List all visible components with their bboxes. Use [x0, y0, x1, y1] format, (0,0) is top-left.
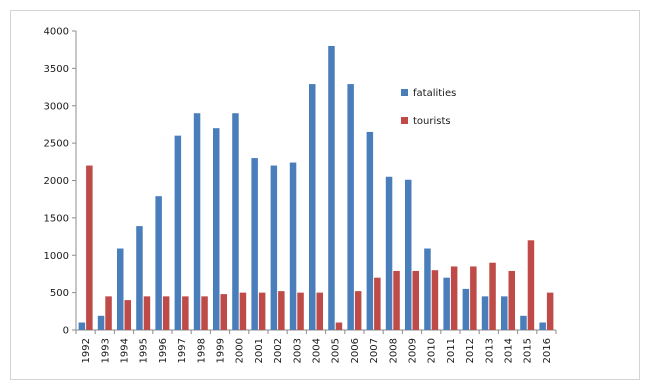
bar-tourists-1996 [162, 296, 170, 330]
bar-fatalities-1995 [136, 226, 143, 330]
x-tick-label: 1995 [139, 338, 150, 363]
bar-fatalities-1998 [193, 113, 201, 330]
x-tick-label: 2008 [388, 338, 399, 363]
y-tick-label: 3000 [44, 101, 69, 112]
x-tick-label: 2004 [312, 338, 323, 363]
bar-fatalities-2014 [501, 296, 508, 330]
bar-fatalities-1999 [213, 128, 220, 330]
bar-tourists-1995 [143, 296, 151, 330]
x-tick-label: 2006 [350, 338, 361, 363]
y-tick-label: 2500 [44, 139, 69, 150]
x-tick-label: 2005 [331, 338, 342, 363]
y-tick-label: 3500 [44, 64, 69, 75]
x-tick-label: 1996 [158, 338, 169, 363]
bar-tourists-2016 [546, 292, 554, 330]
bar-fatalities-1994 [117, 248, 124, 330]
x-tick-label: 2012 [465, 338, 476, 363]
bar-fatalities-2007 [366, 131, 374, 330]
x-tick-label: 2002 [273, 338, 284, 363]
legend-label-fatalities: fatalities [413, 88, 456, 99]
y-tick-label: 2000 [44, 176, 69, 187]
bar-tourists-2005 [335, 322, 343, 330]
y-tick-label: 0 [63, 326, 69, 337]
bar-fatalities-2013 [481, 296, 489, 330]
bar-tourists-1999 [220, 294, 227, 330]
bar-tourists-2000 [239, 292, 247, 330]
x-tick-label: 2010 [427, 338, 438, 363]
y-tick-label: 1000 [44, 251, 69, 262]
legend: fatalities tourists [401, 88, 456, 127]
bar-tourists-2004 [316, 292, 323, 330]
bar-tourists-2009 [412, 270, 419, 330]
x-axis: 1992 1993 1994 1995 1996 1997 1998 1999 2000 2001… [75, 329, 557, 363]
bar-tourists-2011 [450, 266, 458, 330]
x-tick-label: 1999 [216, 338, 227, 363]
bar-tourists-2013 [489, 262, 496, 330]
bar-tourists-1994 [124, 300, 131, 330]
y-axis: 0 500 1000 1500 2000 2500 3000 3500 4000 [44, 27, 77, 337]
y-tick-label: 4000 [44, 27, 69, 38]
x-tick-label: 2013 [484, 338, 495, 363]
legend-label-tourists: tourists [413, 116, 451, 127]
bar-tourists-2003 [297, 292, 304, 330]
legend-swatch-fatalities [401, 89, 408, 96]
bar-fatalities-1996 [155, 196, 162, 330]
bar-fatalities-1997 [174, 135, 182, 330]
legend-swatch-tourists [401, 117, 408, 124]
bar-tourists-2007 [374, 277, 381, 330]
bars [78, 45, 554, 330]
bar-fatalities-2003 [289, 162, 297, 330]
bar-fatalities-1992 [78, 322, 86, 330]
bar-fatalities-2009 [405, 179, 412, 330]
x-tick-label: 1993 [100, 338, 111, 363]
bar-tourists-1998 [201, 296, 208, 330]
bar-fatalities-2002 [270, 165, 278, 330]
bar-tourists-2002 [278, 291, 285, 330]
bar-fatalities-2011 [443, 277, 450, 330]
bar-fatalities-2015 [520, 315, 527, 330]
bar-fatalities-2000 [232, 113, 239, 330]
chart-frame: 0 500 1000 1500 2000 2500 3000 3500 4000 1992 199… [10, 10, 640, 380]
bar-tourists-2010 [431, 270, 439, 330]
bar-fatalities-2004 [309, 84, 316, 330]
x-tick-label: 2000 [235, 338, 246, 363]
x-tick-label: 1994 [120, 338, 131, 363]
x-tick-label: 2001 [254, 338, 265, 363]
bar-fatalities-1993 [97, 315, 105, 330]
x-tick-label: 1997 [177, 338, 188, 363]
bar-fatalities-2001 [251, 158, 258, 330]
bar-tourists-2014 [508, 270, 515, 330]
bar-fatalities-2012 [462, 288, 470, 330]
x-tick-label: 2014 [504, 338, 515, 363]
x-tick-label: 2011 [446, 338, 457, 363]
x-tick-label: 2007 [369, 338, 380, 363]
y-tick-label: 500 [50, 288, 69, 299]
x-tick-label: 2015 [523, 338, 534, 363]
bar-tourists-1997 [182, 296, 189, 330]
bar-tourists-1993 [105, 296, 112, 330]
bar-fatalities-2005 [328, 45, 335, 330]
x-tick-label: 2003 [292, 338, 303, 363]
bar-tourists-2015 [527, 240, 535, 330]
bar-tourists-2012 [470, 266, 477, 330]
bar-fatalities-2006 [347, 84, 354, 330]
bar-fatalities-2016 [539, 322, 546, 330]
x-tick-label: 1998 [196, 338, 207, 363]
bar-tourists-2008 [393, 270, 400, 330]
bar-fatalities-2008 [385, 176, 393, 330]
y-tick-label: 1500 [44, 213, 69, 224]
bar-tourists-2006 [354, 291, 362, 330]
x-tick-label: 2016 [542, 338, 553, 363]
x-tick-label: 1992 [81, 338, 92, 363]
bar-tourists-2001 [258, 292, 266, 330]
x-tick-label: 2009 [408, 338, 419, 363]
bar-fatalities-2010 [424, 248, 431, 330]
bar-tourists-1992 [86, 165, 93, 330]
